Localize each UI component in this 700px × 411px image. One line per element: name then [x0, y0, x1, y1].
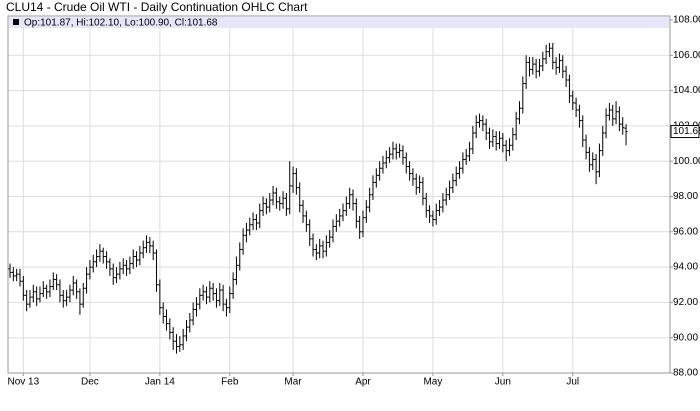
x-tick-label: Mar	[284, 377, 302, 388]
x-tick-label: Jul	[566, 377, 579, 388]
legend-text: Op:101.87, Hi:102.10, Lo:100.90, Cl:101.…	[24, 18, 218, 29]
y-tick-label: 90.00	[673, 332, 698, 343]
y-tick-label: 88.00	[673, 368, 698, 379]
legend-swatch	[13, 19, 19, 25]
y-tick-label: 106.00	[673, 50, 700, 61]
y-tick-label: 94.00	[673, 262, 698, 273]
legend-band	[9, 17, 669, 28]
x-tick-label: Jun	[495, 377, 511, 388]
x-tick-label: Jan 14	[145, 377, 175, 388]
plot-frame	[7, 15, 671, 374]
x-tick-label: May	[423, 377, 442, 388]
x-tick-label: Nov 13	[7, 377, 39, 388]
y-tick-label: 98.00	[673, 191, 698, 202]
y-tick-label: 92.00	[673, 297, 698, 308]
y-tick-label: 96.00	[673, 226, 698, 237]
last-price-box	[670, 125, 700, 139]
y-tick-label: 104.00	[673, 85, 700, 96]
chart-title: CLU14 - Crude Oil WTI - Daily Continuati…	[6, 0, 308, 14]
last-price-label: 101.68	[673, 126, 700, 137]
y-tick-label: 108.00	[673, 15, 700, 26]
y-tick-label: 100.00	[673, 156, 700, 167]
x-tick-label: Dec	[81, 377, 99, 388]
x-tick-label: Feb	[221, 377, 239, 388]
x-tick-label: Apr	[355, 377, 371, 388]
